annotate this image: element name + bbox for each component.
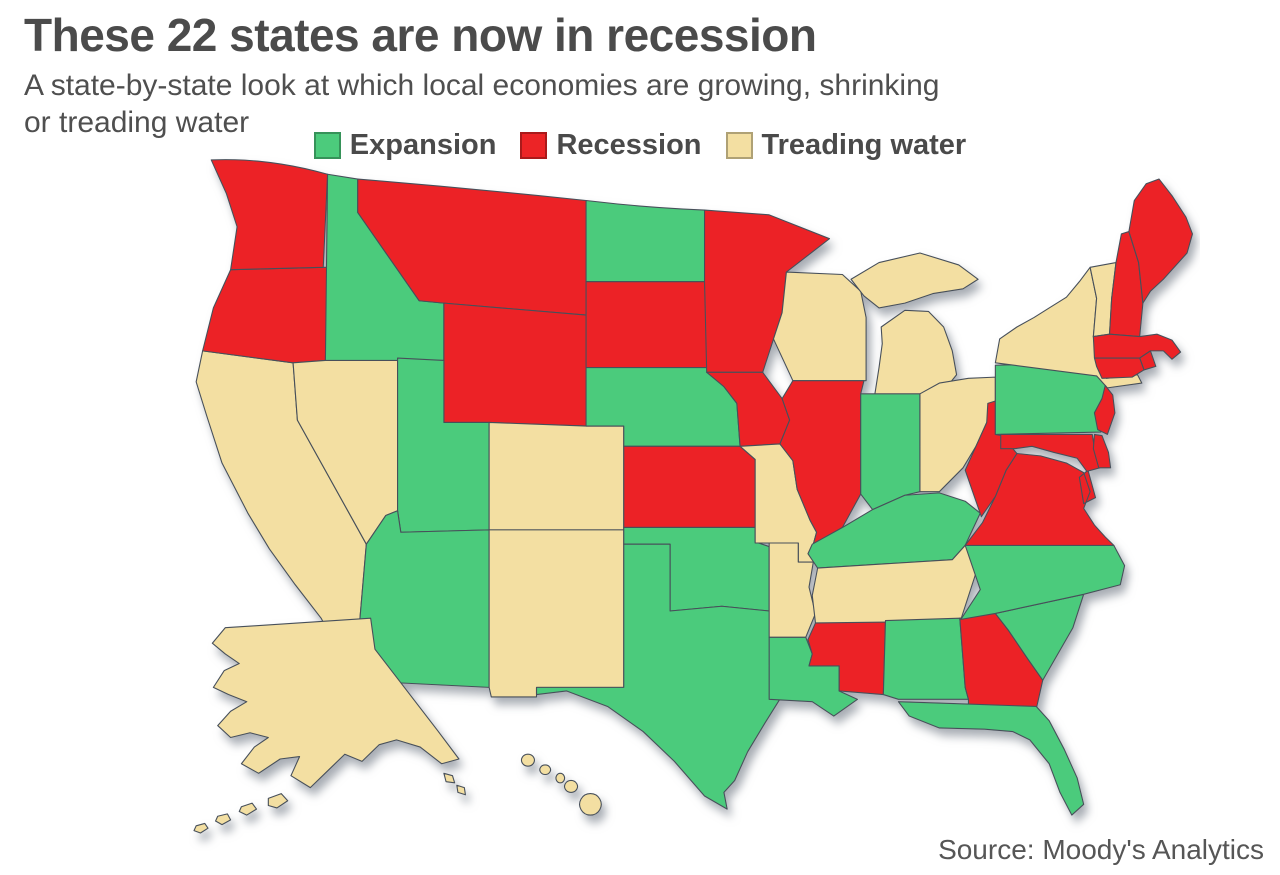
state-wa [211, 160, 327, 270]
state-al [883, 618, 968, 699]
state-nd [586, 201, 704, 282]
state-in [861, 394, 920, 510]
source-note: Source: Moody's Analytics [938, 834, 1264, 865]
state-ma [1093, 334, 1180, 359]
state-nc [961, 545, 1125, 619]
state-nj [1094, 385, 1114, 434]
state-sd [586, 282, 711, 368]
state-va [965, 453, 1114, 545]
state-mi [851, 253, 978, 395]
state-ct [1094, 358, 1144, 378]
legend-item-expansion: Expansion [313, 129, 497, 162]
state-ky [808, 493, 980, 568]
state-wi [773, 272, 866, 381]
state-wy [444, 303, 586, 426]
state-ak [194, 618, 465, 833]
legend-item-recession: Recession [520, 129, 702, 162]
state-de [1093, 434, 1110, 467]
legend-swatch-expansion [313, 132, 341, 159]
legend-swatch-recession [520, 132, 548, 159]
state-tx [537, 544, 785, 809]
state-fl [898, 702, 1083, 815]
legend-swatch-treading-water [725, 132, 753, 159]
legend-label-recession: Recession [556, 129, 702, 161]
page-subtitle: A state-by-state look at which local eco… [24, 68, 939, 141]
legend: Expansion Recession Treading water [0, 129, 1280, 162]
state-ks [624, 446, 755, 527]
state-nm [489, 530, 624, 697]
legend-item-treading-water: Treading water [725, 129, 967, 162]
us-map [166, 148, 1200, 864]
state-or [203, 267, 328, 362]
state-me [1129, 179, 1193, 303]
state-co [489, 422, 624, 529]
state-hi [521, 754, 601, 815]
us-map-container [166, 148, 1200, 864]
subtitle-line-2: or treading water [24, 105, 250, 139]
page-title: These 22 states are now in recession [24, 9, 817, 61]
legend-label-treading-water: Treading water [761, 129, 967, 161]
subtitle-line-1: A state-by-state look at which local eco… [24, 69, 940, 102]
legend-label-expansion: Expansion [349, 129, 497, 161]
